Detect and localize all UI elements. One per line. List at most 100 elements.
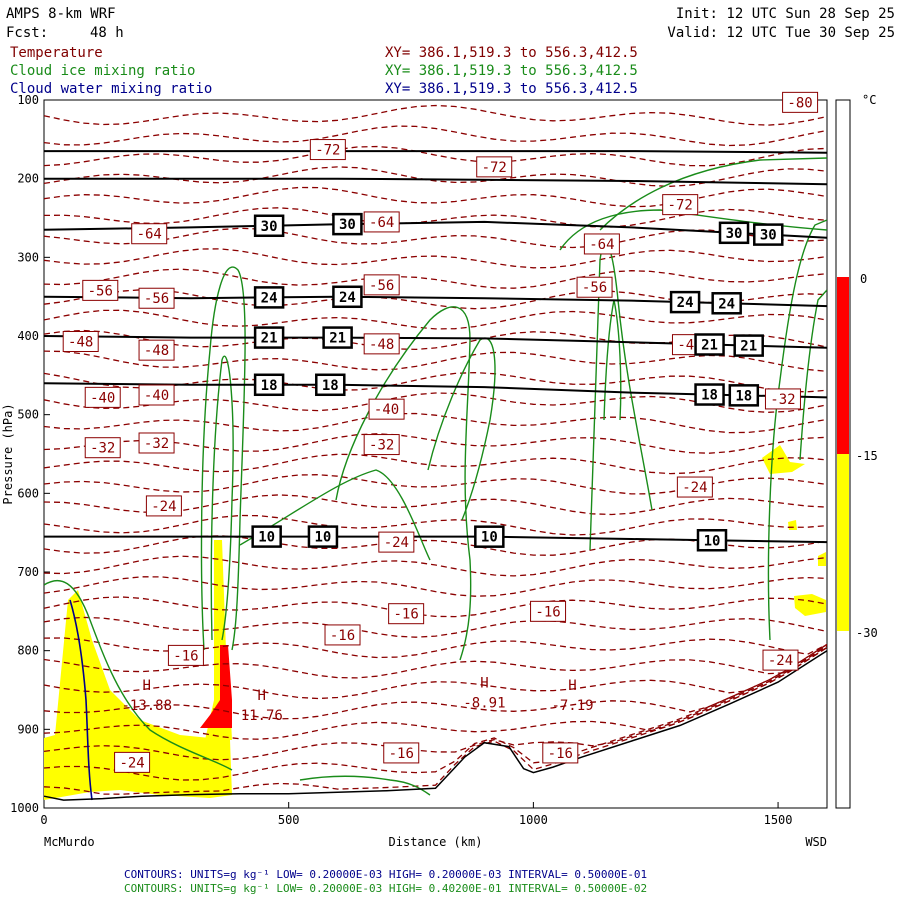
temperature-label: -48 — [363, 333, 400, 355]
black-line-label-text: 30 — [261, 219, 278, 235]
temperature-label-box — [138, 339, 175, 361]
cloud-ice-right-edge — [767, 219, 827, 641]
field-cloud-water-name: Cloud water mixing ratio — [10, 81, 212, 97]
y-tick-label: 100 — [17, 93, 39, 107]
temperature-label-text: -16 — [548, 746, 573, 762]
x-axis-label: Distance (km) — [389, 835, 483, 849]
temperature-label-box — [324, 624, 361, 646]
temperature-label-box — [138, 384, 175, 406]
black-line-labels: 30 30 30 30 24 24 24 24 21 21 21 21 18 18 18 18 10 10 10 10 — [251, 212, 784, 552]
temperature-label-box — [131, 223, 168, 245]
field-cloud-ice-name: Cloud ice mixing ratio — [10, 63, 195, 79]
temperature-contour-line — [44, 535, 827, 556]
temperature-label-text: -72 — [482, 160, 507, 176]
temperature-label-text: -40 — [144, 388, 169, 404]
temperature-contour-line — [44, 474, 827, 495]
valid-time: Valid: 12 UTC Tue 30 Sep 25 — [667, 25, 895, 41]
high-marker: H -7.19 — [551, 678, 593, 714]
temperature-label-box — [363, 434, 400, 456]
temperature-contour-line — [44, 643, 827, 720]
y-tick-label: 700 — [17, 565, 39, 579]
temperature-label: -32 — [363, 434, 400, 456]
temperature-label-text: -72 — [668, 198, 693, 214]
black-line-label: 10 — [307, 525, 339, 548]
temperature-label: -56 — [576, 276, 613, 298]
temperature-label-text: -40 — [374, 402, 399, 418]
temperature-label-text: -32 — [770, 392, 795, 408]
footer-contours-1: CONTOURS: UNITS=g kg⁻¹ LOW= 0.20000E-03 … — [124, 868, 647, 881]
temperature-label-box — [576, 276, 613, 298]
temperature-label: -64 — [363, 211, 400, 233]
temperature-contour-line — [44, 646, 827, 679]
temperature-label: -56 — [363, 274, 400, 296]
black-line-label-box — [253, 326, 285, 349]
temperature-label: -80 — [782, 91, 819, 113]
y-tick-label: 800 — [17, 644, 39, 658]
temperature-label-text: -24 — [384, 535, 409, 551]
temperature-contour-line — [44, 309, 827, 330]
temperature-label-text: -48 — [369, 337, 394, 353]
temperature-contour-line — [44, 350, 827, 372]
temperature-label-text: -32 — [90, 441, 115, 457]
temperature-label: -64 — [583, 233, 620, 255]
black-line-label-text: 24 — [718, 296, 735, 312]
black-line-label-box — [696, 529, 728, 552]
cloud-ice-tower-1 — [200, 266, 246, 651]
forecast-value: 48 h — [90, 25, 124, 41]
temperature-label-text: -16 — [330, 628, 355, 644]
temperature-contour-line — [44, 645, 827, 700]
plot-frame — [43, 99, 828, 809]
temperature-label-text: -24 — [151, 499, 176, 515]
y-axis-label: Pressure (hPa) — [1, 403, 15, 504]
cloud-ice-tower-2 — [335, 306, 472, 661]
high-marker-letter: H — [258, 688, 266, 704]
black-line-label-box — [753, 223, 784, 246]
temperature-label: -72 — [662, 194, 699, 216]
colorbar: °C 0 -15 -30 — [835, 93, 878, 809]
black-line-label-text: 10 — [315, 530, 332, 546]
temperature-contour-line — [44, 646, 827, 795]
temperature-contour-line — [44, 596, 827, 618]
temperature-contour-line — [44, 125, 827, 147]
temperature-label-text: -64 — [589, 237, 614, 253]
colorbar-tick-0: 0 — [860, 272, 867, 286]
black-line-label-text: 21 — [261, 331, 278, 347]
temperature-label: -32 — [764, 388, 801, 410]
black-line-label: 21 — [322, 326, 353, 349]
temperature-label: -56 — [82, 279, 119, 301]
yellow-blob-right-4 — [818, 552, 826, 566]
temperature-label: -40 — [368, 398, 405, 420]
init-time: Init: 12 UTC Sun 28 Sep 25 — [676, 6, 895, 22]
black-line-label: 21 — [733, 334, 764, 357]
temperature-label: -32 — [138, 432, 175, 454]
temperature-label: -24 — [378, 531, 415, 553]
black-line-label: 18 — [315, 373, 346, 397]
temperature-label: -16 — [167, 644, 204, 666]
temperature-contour-line — [44, 616, 827, 638]
temperature-label-text: -64 — [369, 215, 394, 231]
temperature-label: -40 — [138, 384, 175, 406]
temperature-label-box — [530, 600, 567, 622]
black-line-label: 21 — [694, 333, 725, 356]
temperature-label-text: -56 — [582, 280, 607, 296]
temperature-contour-line — [44, 645, 827, 761]
temperature-label-box — [62, 331, 99, 353]
temperature-label-box — [84, 437, 121, 459]
field-cloud-water-xy: XY= 386.1,519.3 to 556.3,412.5 — [385, 81, 638, 97]
temperature-contour-line — [44, 268, 827, 289]
black-line-label: 18 — [253, 373, 285, 397]
cloud-ice-mid — [239, 469, 431, 561]
temperature-label-text: -32 — [369, 438, 394, 454]
temperature-label-text: -40 — [90, 390, 115, 406]
temperature-label-text: -72 — [315, 143, 340, 159]
temperature-label-text: -16 — [393, 607, 418, 623]
black-line-label: 10 — [696, 529, 728, 552]
temperature-label: -40 — [84, 386, 121, 408]
temperature-label-box — [363, 274, 400, 296]
temperature-label-box — [764, 388, 801, 410]
red-column — [200, 645, 232, 728]
high-marker-value: 11.76 — [241, 708, 283, 724]
high-markers: H -13.88 H 11.76 H -8.91 H -7.19 — [121, 675, 593, 724]
black-line-label-box — [322, 326, 353, 349]
